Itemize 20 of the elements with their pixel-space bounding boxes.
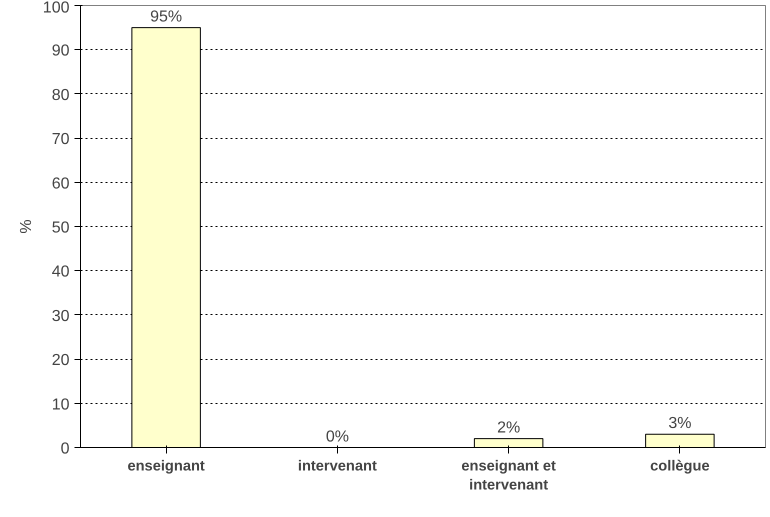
data-label: 0% (326, 428, 349, 446)
y-tick-label: 20 (52, 352, 70, 370)
y-tick-label: 50 (52, 220, 70, 236)
y-tick-label: 70 (52, 131, 70, 148)
y-axis-title: % (18, 219, 35, 234)
y-tick-label: 60 (52, 175, 70, 192)
y-tick-label: 0 (60, 440, 70, 458)
x-tick-label: intervenant (298, 458, 377, 474)
y-tick-label: 30 (52, 308, 70, 325)
x-tick-label: collègue (650, 458, 710, 474)
data-label: 2% (497, 420, 520, 437)
data-label: 95% (150, 8, 182, 26)
x-tick-label: enseignant et intervenant (461, 458, 556, 494)
x-tick-label: enseignant (127, 458, 205, 474)
data-label: 3% (668, 415, 692, 432)
y-tick-label: 40 (52, 264, 70, 281)
y-tick-label: 80 (52, 86, 70, 104)
y-tick-label: 10 (52, 396, 70, 414)
y-tick-label: 100 (42, 0, 70, 16)
y-tick-label: 90 (52, 42, 70, 60)
